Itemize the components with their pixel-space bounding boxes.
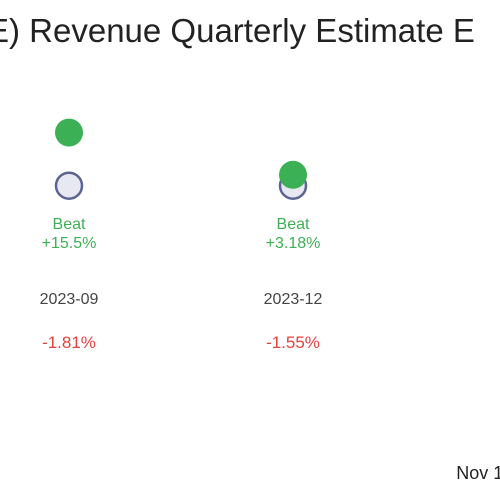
period-label: 2023-09	[39, 291, 99, 308]
surprise-percent-label: +15.5%	[41, 235, 97, 252]
price-change-label: -1.81%	[42, 333, 96, 352]
price-change-label: -1.55%	[266, 333, 320, 352]
timestamp: Nov 11	[456, 463, 500, 483]
chart-title: E) Revenue Quarterly Estimate E	[0, 12, 475, 49]
beat-status-label: Beat	[276, 216, 310, 233]
surprise-percent-label: +	[457, 235, 500, 253]
surprise-percent-label: +3.18%	[265, 235, 321, 252]
estimate-marker	[54, 171, 84, 200]
period-label: 20	[457, 291, 500, 309]
actual-marker	[55, 118, 83, 147]
actual-marker	[279, 160, 307, 189]
period-label: 2023-12	[263, 291, 323, 308]
price-change-label: -3	[457, 333, 500, 353]
beat-status-label: Beat	[52, 216, 86, 233]
